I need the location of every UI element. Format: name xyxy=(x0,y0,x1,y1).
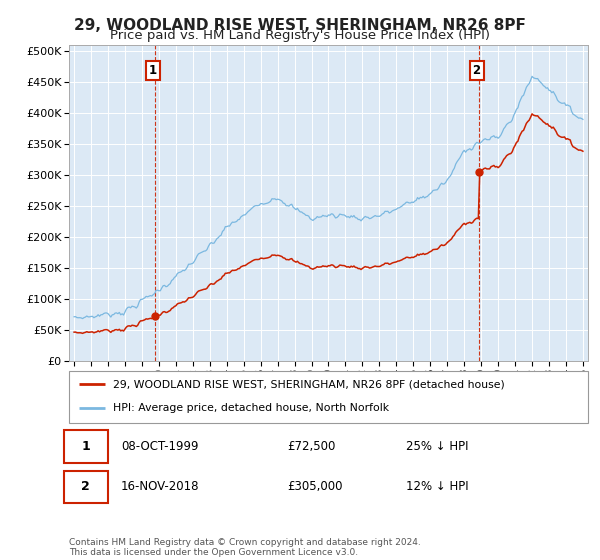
Text: 1: 1 xyxy=(82,440,90,453)
Text: 2: 2 xyxy=(82,480,90,493)
Text: 08-OCT-1999: 08-OCT-1999 xyxy=(121,440,199,453)
Text: 29, WOODLAND RISE WEST, SHERINGHAM, NR26 8PF (detached house): 29, WOODLAND RISE WEST, SHERINGHAM, NR26… xyxy=(113,379,505,389)
Text: £305,000: £305,000 xyxy=(287,480,343,493)
Text: 16-NOV-2018: 16-NOV-2018 xyxy=(121,480,199,493)
Text: £72,500: £72,500 xyxy=(287,440,335,453)
Text: 29, WOODLAND RISE WEST, SHERINGHAM, NR26 8PF: 29, WOODLAND RISE WEST, SHERINGHAM, NR26… xyxy=(74,18,526,33)
Text: 1: 1 xyxy=(149,64,157,77)
Text: 2: 2 xyxy=(473,64,481,77)
FancyBboxPatch shape xyxy=(64,430,108,463)
Text: 12% ↓ HPI: 12% ↓ HPI xyxy=(406,480,469,493)
Text: 25% ↓ HPI: 25% ↓ HPI xyxy=(406,440,469,453)
FancyBboxPatch shape xyxy=(64,470,108,503)
Text: HPI: Average price, detached house, North Norfolk: HPI: Average price, detached house, Nort… xyxy=(113,403,389,413)
Text: Price paid vs. HM Land Registry's House Price Index (HPI): Price paid vs. HM Land Registry's House … xyxy=(110,29,490,42)
Text: Contains HM Land Registry data © Crown copyright and database right 2024.
This d: Contains HM Land Registry data © Crown c… xyxy=(69,538,421,557)
